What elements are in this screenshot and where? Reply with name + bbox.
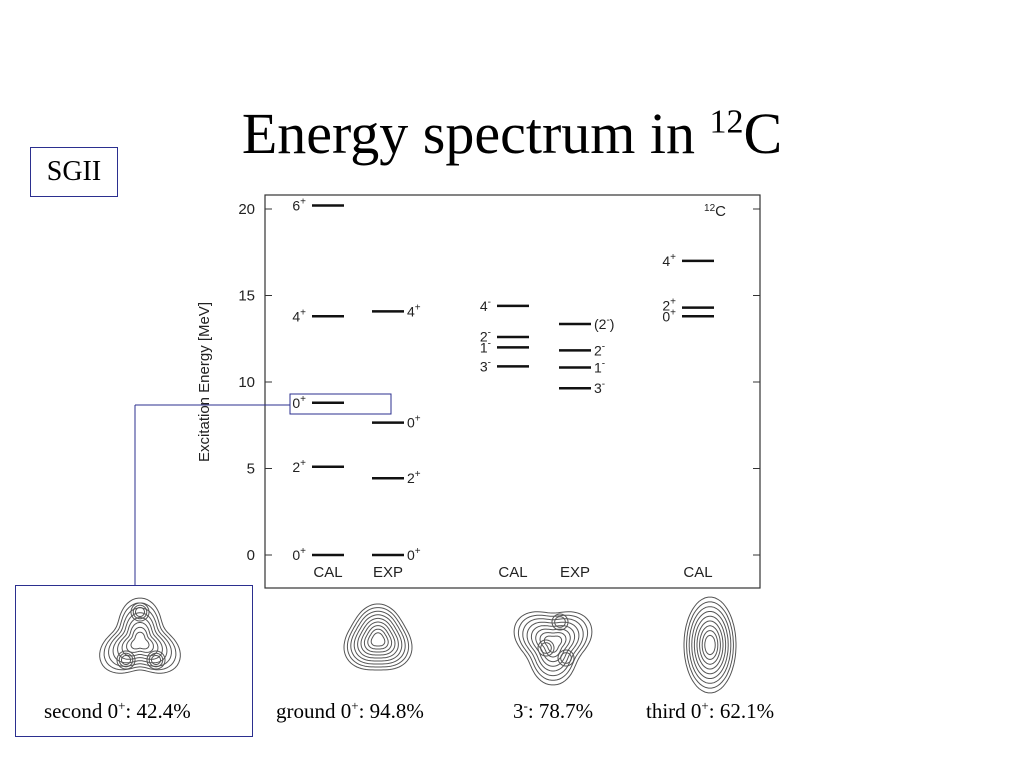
density-contour-second-0plus — [116, 650, 136, 670]
level-label: 0+ — [407, 546, 421, 563]
y-tick-label: 0 — [247, 547, 255, 564]
level-label: 3- — [594, 379, 605, 396]
level-label: 1- — [480, 338, 491, 355]
level-label: 4+ — [292, 307, 306, 324]
level-label: 4+ — [407, 302, 421, 319]
second-0plus-box — [15, 585, 253, 737]
density-contour-ground-0plus — [346, 607, 410, 668]
caption-3minus: 3-: 78.7% — [513, 698, 594, 723]
column-label: CAL — [313, 564, 342, 581]
slide-title: Energy spectrum in 12C — [0, 100, 1024, 167]
y-tick-label: 15 — [238, 288, 255, 305]
density-contour-3minus — [560, 652, 572, 664]
density-contour-third-0plus — [683, 596, 737, 694]
density-contour-3minus — [530, 625, 576, 667]
title-element: C — [743, 101, 783, 166]
density-contour-second-0plus — [99, 597, 181, 674]
density-contour-ground-0plus — [350, 610, 406, 665]
density-contour-second-0plus — [132, 604, 148, 620]
density-contour-second-0plus — [130, 602, 150, 622]
level-label: 1- — [594, 358, 605, 375]
density-contour-third-0plus — [693, 615, 727, 675]
density-contour-second-0plus — [148, 652, 164, 668]
density-contour-second-0plus — [126, 626, 154, 653]
density-contour-third-0plus — [688, 606, 732, 684]
density-contour-third-0plus — [686, 601, 734, 689]
level-label: 4- — [480, 297, 491, 314]
density-contour-3minus — [551, 613, 569, 631]
highlight-level-box — [289, 393, 392, 415]
density-contour-third-0plus — [701, 630, 719, 660]
density-contour-3minus — [517, 614, 589, 681]
level-label: 2+ — [292, 458, 306, 475]
level-label: 2- — [480, 327, 491, 344]
density-contour-ground-0plus — [370, 632, 386, 647]
density-contour-second-0plus — [117, 617, 163, 660]
level-label: 2+ — [407, 469, 421, 486]
corner-label: 12C — [704, 203, 726, 220]
level-label: 2+ — [662, 296, 676, 313]
level-label: 3- — [480, 357, 491, 374]
density-contour-ground-0plus — [363, 625, 393, 653]
density-contour-second-0plus — [103, 602, 177, 671]
density-contour-ground-0plus — [357, 617, 399, 659]
density-contour-third-0plus — [699, 625, 721, 665]
method-label: SGII — [46, 156, 102, 187]
density-contour-ground-0plus — [343, 603, 413, 671]
level-label: 0+ — [662, 307, 676, 324]
density-contour-second-0plus — [130, 631, 150, 650]
density-contour-3minus — [513, 611, 593, 686]
density-contour-second-0plus — [151, 655, 161, 665]
level-label: 0+ — [292, 546, 306, 563]
density-contour-ground-0plus — [353, 614, 403, 662]
level-label: 4+ — [662, 252, 676, 269]
density-contour-ground-0plus — [367, 628, 389, 650]
level-label: 6+ — [292, 197, 306, 214]
density-contour-second-0plus — [135, 607, 145, 617]
density-contour-second-0plus — [121, 655, 131, 665]
caption-second-0plus: second 0+: 42.4% — [44, 698, 191, 723]
column-label: EXP — [560, 564, 590, 581]
level-label: 0+ — [407, 414, 421, 431]
density-contour-3minus — [537, 639, 555, 657]
density-contour-3minus — [540, 642, 552, 654]
level-label: (2-) — [594, 315, 614, 332]
title-main: Energy spectrum in — [241, 101, 710, 166]
density-contour-third-0plus — [704, 634, 716, 656]
y-tick-label: 10 — [238, 374, 255, 391]
density-contour-third-0plus — [691, 611, 729, 679]
density-contour-ground-0plus — [360, 621, 396, 656]
density-contour-3minus — [554, 616, 566, 628]
y-axis-label: Excitation Energy [MeV] — [196, 302, 213, 462]
y-tick-label: 20 — [238, 201, 255, 218]
column-label: EXP — [373, 564, 403, 581]
density-contour-second-0plus — [118, 652, 134, 668]
method-label-box: SGII — [30, 147, 118, 197]
y-tick-label: 5 — [247, 461, 255, 478]
level-label: 2- — [594, 341, 605, 358]
column-label: CAL — [498, 564, 527, 581]
caption-ground-0plus: ground 0+: 94.8% — [276, 698, 424, 723]
plot-frame — [264, 194, 761, 589]
density-contour-second-0plus — [146, 650, 166, 670]
density-contour-3minus — [557, 649, 575, 667]
column-label: CAL — [683, 564, 712, 581]
title-superscript: 12 — [709, 103, 744, 141]
caption-third-0plus: third 0+: 62.1% — [646, 698, 775, 723]
level-label: 0+ — [292, 394, 306, 411]
density-contour-third-0plus — [696, 620, 724, 670]
